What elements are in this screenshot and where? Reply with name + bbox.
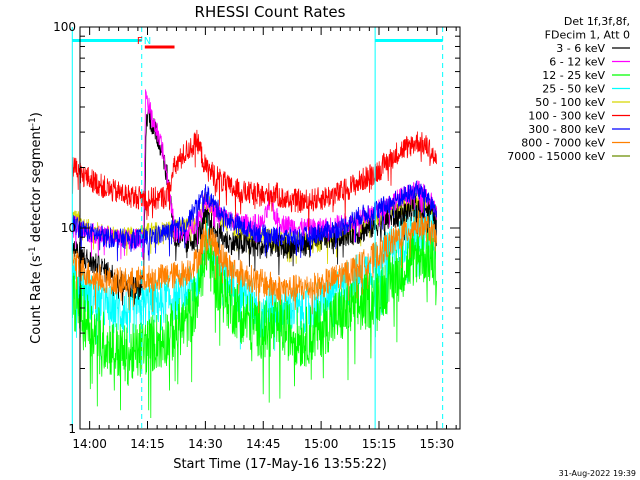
- x-tick-label: 14:30: [188, 437, 223, 451]
- series-line-5: [71, 129, 437, 231]
- x-tick-label: 15:00: [304, 437, 339, 451]
- x-axis-label: Start Time (17-May-16 13:55:22): [173, 457, 387, 472]
- series-layer: [71, 89, 437, 419]
- flag-label-F: F: [137, 36, 143, 47]
- legend-entry-label: 50 - 100 keV: [535, 96, 605, 109]
- x-tick-label: 15:30: [420, 437, 455, 451]
- legend-entry-label: 100 - 300 keV: [528, 110, 605, 123]
- legend-entry-label: 6 - 12 keV: [549, 56, 605, 69]
- legend-entry-label: 12 - 25 keV: [542, 69, 605, 82]
- x-tick-label: 14:15: [130, 437, 165, 451]
- legend-entry-label: 25 - 50 keV: [542, 83, 605, 96]
- series-line-2: [71, 215, 437, 419]
- y-tick-label: 1: [68, 422, 76, 436]
- legend-entry-label: 3 - 6 keV: [556, 42, 605, 55]
- series-line-0: [71, 107, 437, 306]
- timestamp: 31-Aug-2022 19:39: [559, 469, 636, 478]
- series-line-7: [71, 210, 437, 315]
- flag-label-N: N: [144, 36, 151, 47]
- x-tick-label: 14:45: [246, 437, 281, 451]
- x-tick-label: 14:00: [72, 437, 107, 451]
- attenuator-bar-0: [72, 39, 142, 42]
- flare-bar: [144, 45, 175, 49]
- y-tick-label: 10: [61, 221, 76, 235]
- axes-layer: 14:00 14:15 14:30 14:45 15:00 15:15 15:30 1 10 10…: [53, 20, 460, 451]
- legend-entry-label: 7000 - 15000 keV: [507, 150, 605, 163]
- attenuator-bar-1: [375, 39, 443, 42]
- legend-header-line: Det 1f,3f,8f,: [564, 15, 630, 28]
- legend-entry-label: 300 - 800 keV: [528, 123, 605, 136]
- legend-header-line: FDecim 1, Att 0: [545, 29, 630, 42]
- chart-title: RHESSI Count Rates: [195, 3, 346, 21]
- y-tick-label: 100: [53, 20, 76, 34]
- legend-entry-label: 800 - 7000 keV: [521, 137, 605, 150]
- series-line-6: [72, 180, 437, 262]
- y-axis-label: Count Rate (s-1 detector segment-1): [28, 112, 44, 344]
- x-tick-label: 15:15: [362, 437, 397, 451]
- series-line-3: [71, 206, 437, 360]
